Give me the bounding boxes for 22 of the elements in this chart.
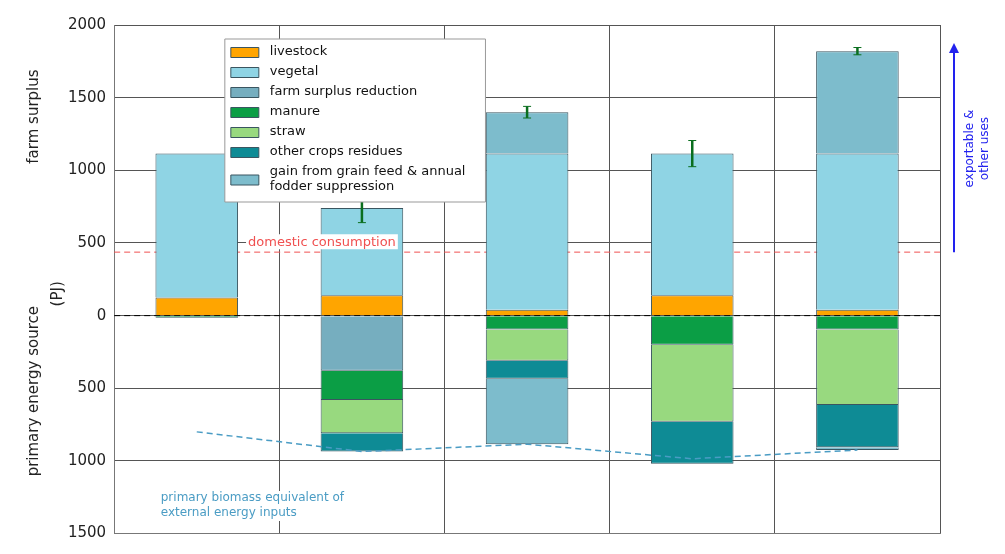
text: primary biomass equivalent of external energy inputs	[160, 490, 345, 520]
ref-line-label: domestic consumption	[248, 234, 396, 249]
text: farm surplus	[23, 69, 42, 164]
legend-label: vegetal	[269, 62, 319, 78]
y-tick-label: 500	[77, 232, 107, 251]
line-series	[196, 431, 859, 460]
legend-label: livestock	[269, 42, 328, 58]
legend-label: other crops residues	[269, 142, 403, 158]
legend-label: gain from grain feed & annual fodder suppression	[269, 162, 466, 193]
y-tick-label: 500	[77, 378, 107, 397]
y-tick-label: 0	[96, 305, 107, 324]
text: exportable & other uses	[962, 109, 992, 188]
text: primary energy source	[23, 306, 42, 477]
y-axis-title: (PJ)	[47, 281, 66, 307]
y-tick-label: 1000	[67, 160, 107, 179]
y-tick-label: 1000	[67, 450, 107, 469]
legend-label: straw	[269, 122, 307, 138]
legend-label: manure	[269, 102, 321, 118]
y-tick-label: 2000	[67, 14, 107, 33]
y-tick-label: 1500	[67, 87, 107, 106]
y-tick-label: 1500	[67, 523, 107, 542]
legend-label: farm surplus reduction	[269, 82, 418, 98]
